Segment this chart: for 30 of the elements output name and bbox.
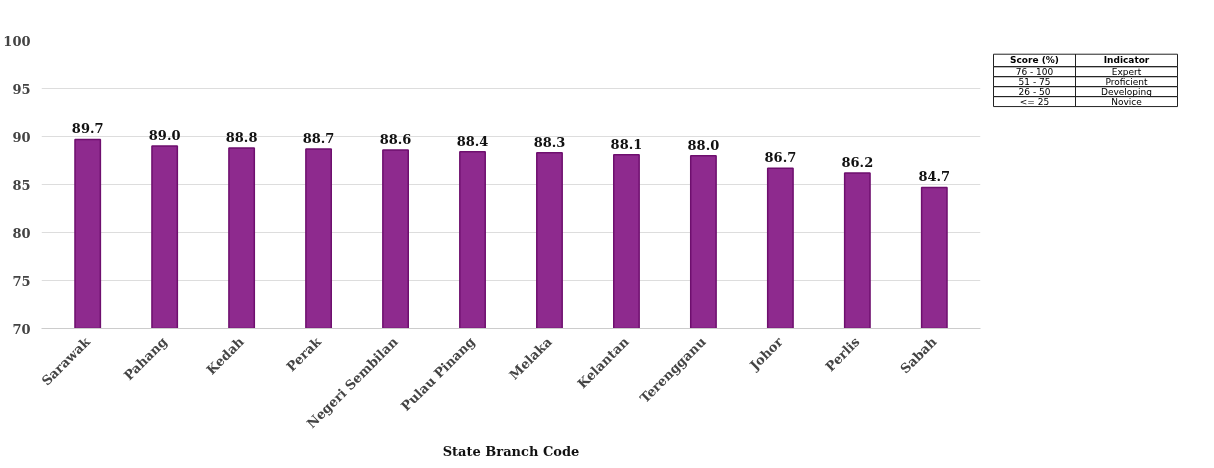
data-label: 88.6	[379, 131, 412, 147]
text: <= 25	[1019, 96, 1050, 107]
text: Score (%)	[1010, 55, 1059, 66]
text: Developing	[1101, 86, 1152, 97]
y-tick-label: 70	[12, 321, 31, 337]
y-tick-label: 75	[12, 273, 31, 289]
text: Indicator	[1103, 55, 1150, 66]
y-tick-label: 100	[3, 33, 31, 49]
data-label: 88.3	[533, 134, 566, 150]
x-axis-title: State Branch Code	[442, 444, 580, 460]
data-label: 88.4	[456, 133, 489, 149]
data-label: 88.8	[225, 130, 258, 146]
data-label: 88.7	[302, 130, 335, 146]
data-label: 88.1	[610, 136, 643, 152]
data-label: 88.0	[687, 137, 720, 153]
y-tick-label: 90	[12, 129, 31, 145]
text: Expert	[1111, 66, 1142, 77]
text: 26 - 50	[1018, 86, 1051, 97]
data-label: 84.7	[918, 169, 951, 185]
y-tick-label: 80	[12, 225, 31, 241]
data-label: 86.2	[841, 154, 874, 170]
y-tick-label: 85	[12, 177, 31, 193]
data-label: 89.7	[71, 121, 104, 137]
data-label: 89.0	[148, 128, 181, 144]
text: Proficient	[1105, 76, 1149, 87]
data-label: 86.7	[764, 150, 797, 166]
y-tick-label: 95	[12, 81, 31, 97]
text: 51 - 75	[1018, 76, 1051, 87]
text: 76 - 100	[1015, 66, 1054, 77]
text: Novice	[1111, 96, 1143, 107]
